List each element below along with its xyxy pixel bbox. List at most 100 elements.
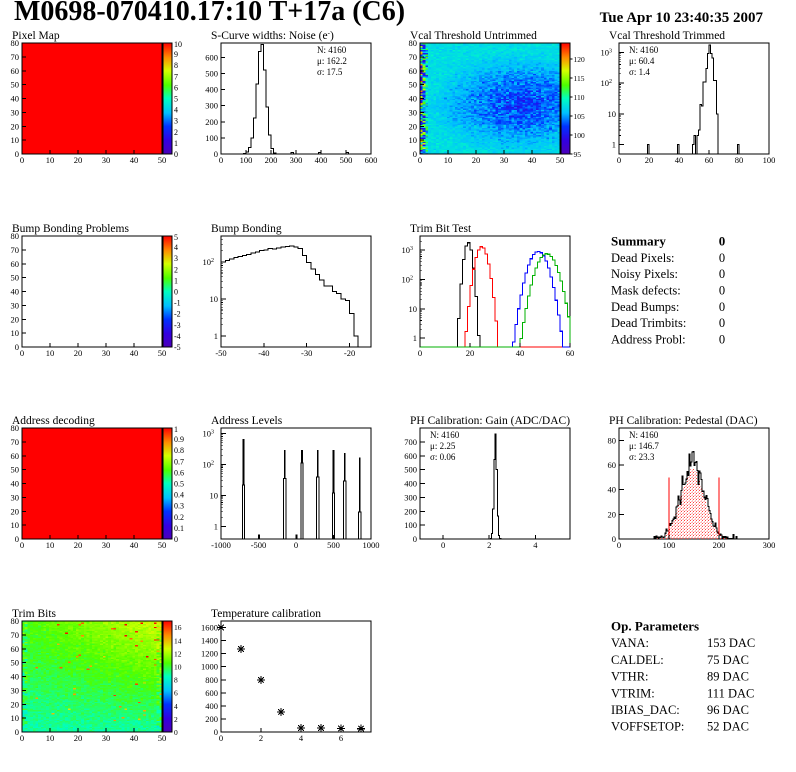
svg-text:105: 105 <box>574 112 586 121</box>
svg-text:Address Probl:: Address Probl: <box>611 332 686 346</box>
svg-text:100: 100 <box>404 520 417 530</box>
svg-text:4: 4 <box>174 106 178 115</box>
svg-text:10: 10 <box>210 293 219 303</box>
svg-text:Pixel Map: Pixel Map <box>12 30 60 42</box>
svg-text:80: 80 <box>608 435 617 445</box>
svg-text:115: 115 <box>574 74 585 83</box>
svg-text:100: 100 <box>763 155 776 165</box>
svg-text:1: 1 <box>174 276 178 285</box>
svg-text:0: 0 <box>441 540 445 550</box>
svg-text:20: 20 <box>608 509 617 519</box>
svg-text:60: 60 <box>11 451 20 461</box>
svg-text:0: 0 <box>20 155 24 165</box>
svg-text:30: 30 <box>102 155 111 165</box>
svg-text:0: 0 <box>719 299 725 313</box>
svg-text:-500: -500 <box>251 540 267 550</box>
svg-text:0: 0 <box>418 348 422 358</box>
svg-text:Mask defects:: Mask defects: <box>611 283 681 297</box>
svg-text:10: 10 <box>46 348 55 358</box>
svg-text:700: 700 <box>404 437 417 447</box>
svg-text:20: 20 <box>11 314 20 324</box>
svg-text:70: 70 <box>11 244 20 254</box>
svg-text:20: 20 <box>74 348 83 358</box>
svg-text:500: 500 <box>205 69 218 79</box>
svg-text:10: 10 <box>11 520 20 530</box>
svg-text:0: 0 <box>413 149 417 159</box>
svg-text:N: 4160: N: 4160 <box>629 430 659 440</box>
svg-text:0: 0 <box>15 534 19 544</box>
svg-text:60: 60 <box>566 348 575 358</box>
svg-text:100: 100 <box>205 133 218 143</box>
svg-text:102: 102 <box>601 78 613 88</box>
svg-text:0: 0 <box>214 149 218 159</box>
svg-text:Address Levels: Address Levels <box>211 415 283 427</box>
svg-text:0: 0 <box>617 155 621 165</box>
svg-text:0: 0 <box>719 316 725 330</box>
svg-text:3: 3 <box>174 117 178 126</box>
svg-text:-5: -5 <box>174 343 181 352</box>
svg-text:0: 0 <box>617 540 621 550</box>
svg-text:0.6: 0.6 <box>174 468 184 477</box>
svg-text:80: 80 <box>735 155 744 165</box>
svg-text:20: 20 <box>74 540 83 550</box>
svg-text:1: 1 <box>214 522 218 532</box>
svg-text:500: 500 <box>404 465 417 475</box>
svg-text:400: 400 <box>315 155 328 165</box>
svg-text:-20: -20 <box>344 348 355 358</box>
svg-text:-3: -3 <box>174 320 181 329</box>
svg-text:5: 5 <box>174 233 178 242</box>
svg-text:-50: -50 <box>215 348 226 358</box>
svg-text:0: 0 <box>20 348 24 358</box>
svg-text:-1: -1 <box>174 298 181 307</box>
svg-text:30: 30 <box>102 348 111 358</box>
svg-text:σ: 0.06: σ: 0.06 <box>430 452 456 462</box>
svg-text:0.2: 0.2 <box>174 513 184 522</box>
svg-text:0: 0 <box>174 287 178 296</box>
svg-text:102: 102 <box>203 256 215 266</box>
svg-text:N: 4160: N: 4160 <box>629 45 659 55</box>
svg-text:1: 1 <box>214 330 218 340</box>
svg-text:20: 20 <box>472 155 481 165</box>
svg-text:10: 10 <box>11 135 20 145</box>
svg-text:0: 0 <box>612 534 616 544</box>
svg-text:Dead Trimbits:: Dead Trimbits: <box>611 316 686 330</box>
svg-text:0.5: 0.5 <box>174 480 184 489</box>
svg-text:-30: -30 <box>301 348 312 358</box>
svg-text:10: 10 <box>210 491 219 501</box>
svg-text:110: 110 <box>574 93 585 102</box>
svg-text:Address decoding: Address decoding <box>12 415 95 427</box>
svg-text:80: 80 <box>11 38 20 48</box>
svg-text:30: 30 <box>11 492 20 502</box>
svg-text:50: 50 <box>409 80 418 90</box>
svg-text:70: 70 <box>11 437 20 447</box>
svg-text:30: 30 <box>11 300 20 310</box>
svg-text:300: 300 <box>404 492 417 502</box>
svg-text:80: 80 <box>409 38 418 48</box>
svg-text:10: 10 <box>11 328 20 338</box>
svg-text:Dead Pixels:: Dead Pixels: <box>611 250 675 264</box>
svg-text:30: 30 <box>409 107 418 117</box>
svg-text:10: 10 <box>409 135 418 145</box>
svg-text:50: 50 <box>158 348 167 358</box>
svg-text:600: 600 <box>365 155 378 165</box>
svg-text:9: 9 <box>174 50 178 59</box>
svg-text:10: 10 <box>444 155 453 165</box>
svg-text:μ: 162.2: μ: 162.2 <box>317 56 347 66</box>
svg-text:1: 1 <box>174 425 178 434</box>
svg-text:Noisy Pixels:: Noisy Pixels: <box>611 267 678 281</box>
svg-text:103: 103 <box>402 245 414 255</box>
svg-text:40: 40 <box>608 485 617 495</box>
svg-text:7: 7 <box>174 72 178 81</box>
svg-text:40: 40 <box>11 479 20 489</box>
svg-text:Summary: Summary <box>611 233 666 248</box>
svg-text:0: 0 <box>719 250 725 264</box>
svg-text:300: 300 <box>205 101 218 111</box>
svg-text:50: 50 <box>11 465 20 475</box>
svg-text:8: 8 <box>174 61 178 70</box>
svg-text:20: 20 <box>645 155 654 165</box>
svg-text:80: 80 <box>11 231 20 241</box>
svg-text:Trim Bit Test: Trim Bit Test <box>410 223 472 235</box>
svg-text:3: 3 <box>174 254 178 263</box>
svg-text:200: 200 <box>404 506 417 516</box>
svg-text:103: 103 <box>203 429 215 439</box>
